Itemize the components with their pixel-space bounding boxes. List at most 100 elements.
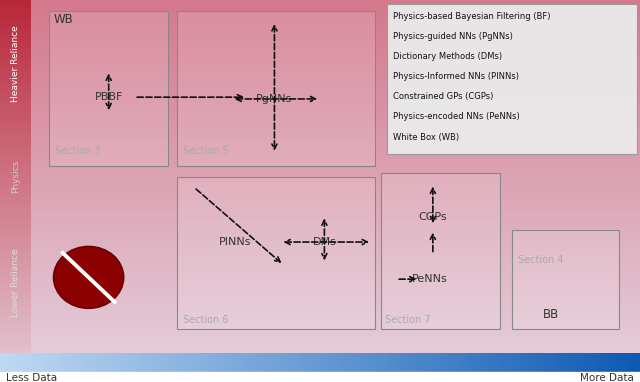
Bar [0, 248, 31, 249]
Bar [177, 176, 375, 329]
Bar [559, 353, 561, 374]
Bar [0, 211, 31, 212]
Bar [226, 353, 228, 374]
Bar [31, 264, 640, 265]
Bar [0, 124, 31, 125]
Bar [0, 145, 31, 146]
Bar [0, 298, 31, 299]
Bar [0, 230, 31, 231]
Bar [422, 353, 424, 374]
Bar [0, 306, 31, 308]
Bar [31, 351, 640, 352]
Bar [31, 54, 640, 55]
Bar [200, 353, 203, 374]
Bar [597, 353, 600, 374]
Bar [31, 260, 640, 261]
Bar [31, 175, 640, 176]
Bar [31, 45, 640, 46]
Bar [132, 353, 134, 374]
Bar [0, 214, 31, 215]
Bar [504, 353, 506, 374]
Bar [381, 173, 500, 329]
Bar [0, 372, 640, 382]
Bar [31, 211, 640, 212]
Bar [512, 230, 619, 329]
Bar [31, 336, 640, 337]
Bar [0, 47, 31, 48]
Text: Less Data: Less Data [6, 373, 58, 382]
Bar [0, 331, 31, 332]
Bar [31, 153, 640, 154]
Bar [514, 353, 516, 374]
Bar [237, 353, 239, 374]
Bar [31, 1, 640, 2]
Bar [0, 215, 31, 217]
Bar [0, 158, 31, 159]
Bar [166, 353, 168, 374]
Bar [0, 52, 31, 53]
Bar [373, 353, 376, 374]
Bar [162, 353, 164, 374]
Bar [0, 54, 31, 55]
Bar [0, 225, 31, 226]
Bar [31, 194, 640, 196]
Bar [0, 147, 31, 148]
Bar [572, 353, 574, 374]
Bar [31, 102, 640, 104]
Bar [49, 11, 168, 166]
Bar [0, 185, 31, 186]
Bar [0, 284, 31, 285]
Bar [0, 188, 31, 189]
Bar [623, 353, 625, 374]
Bar [31, 67, 640, 68]
Bar [0, 11, 31, 12]
Bar [531, 353, 533, 374]
Bar [31, 42, 640, 44]
Bar [149, 353, 152, 374]
Bar [508, 353, 510, 374]
Bar [31, 26, 640, 27]
Bar [0, 118, 31, 119]
Bar [31, 140, 640, 141]
Bar [0, 187, 31, 188]
Bar [0, 194, 31, 196]
Bar [32, 353, 34, 374]
Bar [0, 45, 31, 46]
Bar [0, 18, 31, 19]
Bar [31, 36, 640, 37]
Bar [60, 353, 62, 374]
Bar [128, 353, 130, 374]
Bar [31, 2, 640, 3]
Bar [31, 319, 640, 320]
Bar [0, 150, 31, 151]
Text: Section 7: Section 7 [385, 315, 431, 325]
Bar [31, 339, 640, 340]
Bar [0, 36, 31, 37]
Bar [367, 353, 369, 374]
Bar [0, 161, 31, 162]
Bar [31, 301, 640, 303]
Bar [578, 353, 580, 374]
Bar [0, 68, 31, 70]
Bar [442, 353, 444, 374]
Bar [31, 155, 640, 157]
Bar [31, 55, 640, 57]
Bar [31, 180, 640, 181]
Bar [0, 311, 31, 312]
Bar [31, 272, 640, 273]
Bar [31, 238, 640, 239]
Bar [28, 353, 30, 374]
Bar [520, 353, 523, 374]
Bar [31, 84, 640, 85]
Bar [31, 154, 640, 155]
Bar [401, 353, 403, 374]
Bar [0, 70, 31, 71]
Bar [0, 270, 31, 271]
Bar [0, 199, 31, 200]
Bar [31, 350, 640, 351]
Bar [0, 107, 31, 108]
Bar [0, 97, 31, 98]
Bar [31, 161, 640, 162]
Bar [299, 353, 301, 374]
Bar [31, 65, 640, 66]
